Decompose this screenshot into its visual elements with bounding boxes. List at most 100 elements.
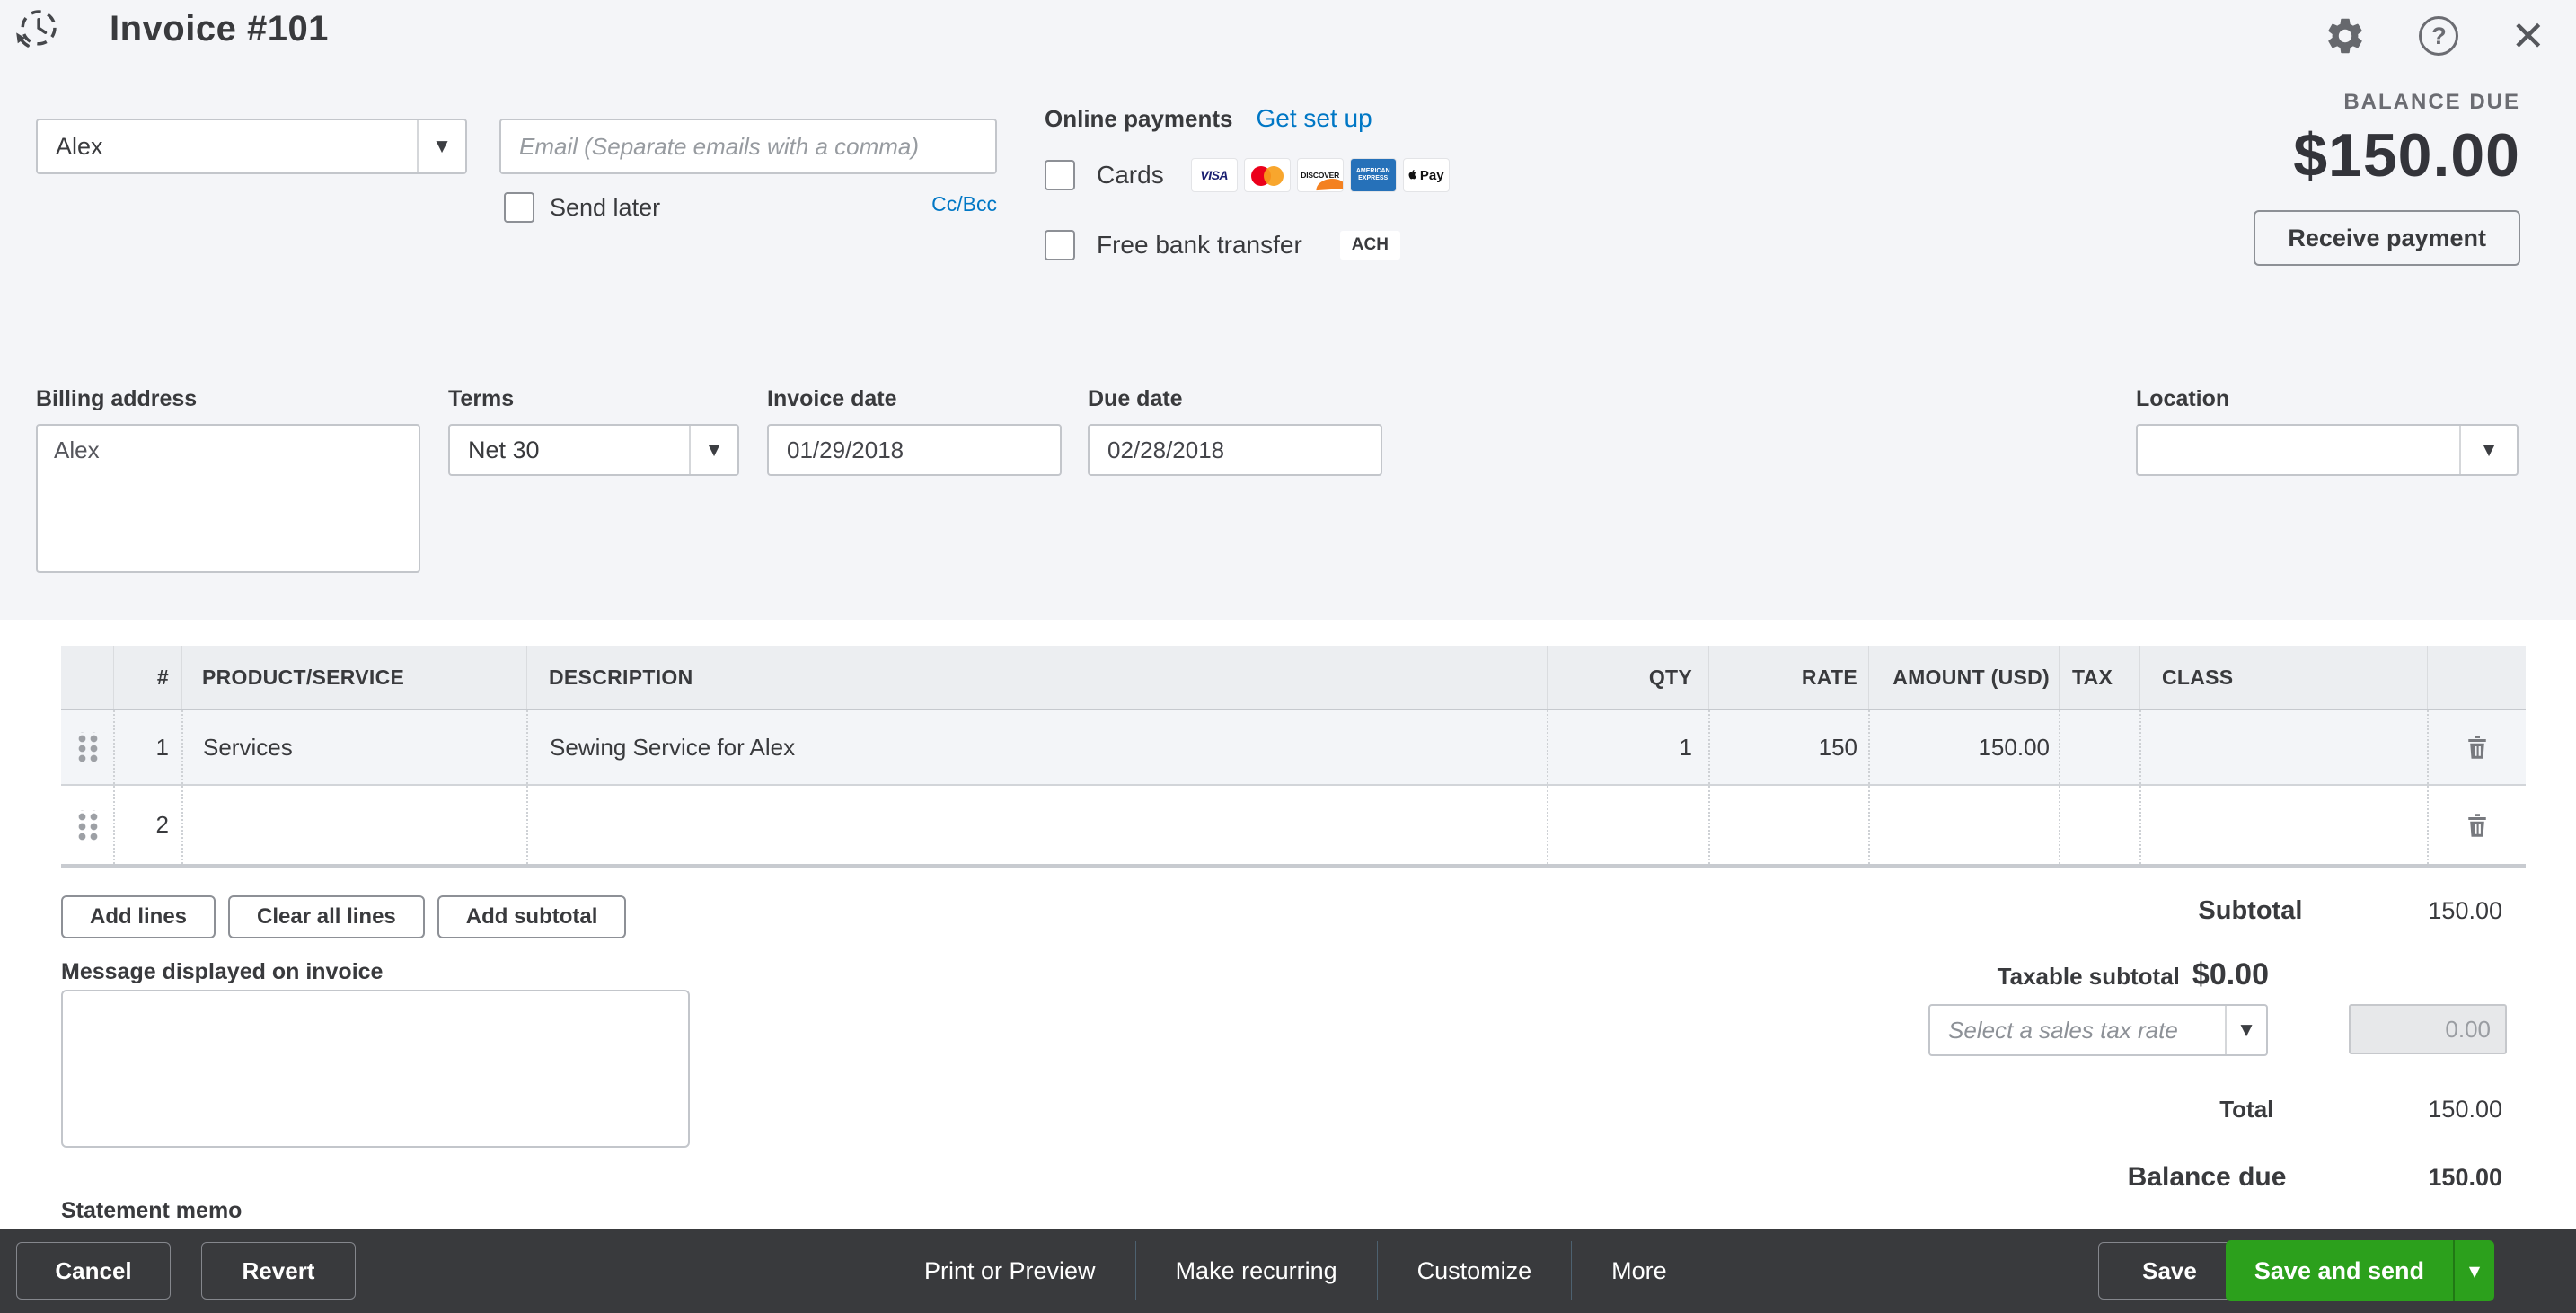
amount-cell[interactable]: 150.00: [1868, 710, 2059, 784]
balance-due-label: BALANCE DUE: [2343, 90, 2520, 114]
gear-icon[interactable]: [2324, 14, 2367, 57]
cancel-button[interactable]: Cancel: [16, 1242, 171, 1300]
product-cell[interactable]: [181, 786, 526, 864]
make-recurring-button[interactable]: Make recurring: [1175, 1256, 1337, 1284]
customer-select-caret[interactable]: ▼: [417, 120, 465, 172]
free-bank-transfer-checkbox[interactable]: [1045, 230, 1075, 260]
send-later-checkbox[interactable]: [504, 192, 534, 223]
row-drag-handle[interactable]: [61, 786, 113, 864]
terms-select[interactable]: Net 30 ▼: [448, 424, 739, 476]
customize-button[interactable]: Customize: [1416, 1256, 1532, 1284]
description-cell[interactable]: [526, 786, 1547, 864]
get-set-up-link[interactable]: Get set up: [1256, 104, 1372, 132]
chevron-down-icon: ▼: [2468, 1262, 2481, 1280]
audit-history-icon[interactable]: [14, 5, 61, 52]
header-drag-column: [61, 646, 113, 709]
header-tax: TAX: [2059, 646, 2139, 709]
invoice-message-input[interactable]: [61, 990, 690, 1148]
amex-card-icon: AMERICAN EXPRESS: [1349, 158, 1397, 192]
terms-label: Terms: [448, 386, 515, 411]
add-lines-button[interactable]: Add lines: [61, 895, 216, 938]
cards-checkbox[interactable]: [1045, 160, 1075, 190]
class-cell[interactable]: [2139, 786, 2427, 864]
qty-cell[interactable]: 1: [1547, 710, 1708, 784]
save-and-send-dropdown[interactable]: ▼: [2453, 1240, 2494, 1301]
apple-pay-card-icon: Pay: [1402, 158, 1450, 192]
total-value: 150.00: [2428, 1096, 2502, 1123]
send-later-label: Send later: [550, 193, 661, 221]
add-subtotal-button[interactable]: Add subtotal: [437, 895, 627, 938]
billing-address-input[interactable]: Alex: [36, 424, 420, 573]
free-bank-transfer-label: Free bank transfer: [1097, 231, 1302, 259]
subtotal-label: Subtotal: [2198, 896, 2303, 925]
help-icon[interactable]: ?: [2419, 16, 2459, 56]
row-drag-handle[interactable]: [61, 710, 113, 784]
sales-tax-select[interactable]: Select a sales tax rate ▼: [1928, 1004, 2268, 1056]
billing-address-label: Billing address: [36, 386, 198, 411]
mastercard-card-icon: [1243, 158, 1291, 192]
delete-line-icon[interactable]: [2461, 809, 2493, 842]
delete-line-icon[interactable]: [2461, 731, 2493, 763]
chevron-down-icon: ▼: [436, 137, 448, 155]
drag-handle-icon: [75, 732, 100, 762]
page-title: Invoice #101: [110, 8, 329, 48]
card-logos: VISA DISCOVER AMERICAN EXPRESS Pay: [1190, 158, 1450, 192]
taxable-subtotal-value: $0.00: [2192, 957, 2269, 991]
footer-divider: [1134, 1241, 1136, 1300]
class-cell[interactable]: [2139, 710, 2427, 784]
amount-cell[interactable]: [1868, 786, 2059, 864]
product-cell[interactable]: Services: [181, 710, 526, 784]
online-payments-label: Online payments: [1045, 105, 1233, 132]
location-select-value: [2138, 426, 2459, 474]
due-date-label: Due date: [1088, 386, 1183, 411]
location-select[interactable]: ▼: [2136, 424, 2519, 476]
location-select-caret[interactable]: ▼: [2459, 426, 2517, 474]
invoice-date-label: Invoice date: [767, 386, 897, 411]
tax-cell[interactable]: [2059, 710, 2139, 784]
footer-divider: [1376, 1241, 1378, 1300]
more-button[interactable]: More: [1611, 1256, 1667, 1284]
terms-select-caret[interactable]: ▼: [689, 426, 737, 474]
save-button[interactable]: Save: [2098, 1242, 2241, 1300]
invoice-date-input[interactable]: [767, 424, 1062, 476]
header-qty: QTY: [1547, 646, 1708, 709]
save-and-send-split-button[interactable]: Save and send ▼: [2225, 1240, 2494, 1301]
cc-bcc-link[interactable]: Cc/Bcc: [931, 192, 997, 216]
table-row[interactable]: 2: [61, 786, 2526, 868]
visa-card-icon: VISA: [1190, 158, 1238, 192]
row-number: 1: [113, 710, 181, 784]
balance-due-row-value: 150.00: [2428, 1164, 2502, 1191]
invoice-form-header-section: Invoice #101 ? ✕ Alex ▼ Send later Cc/Bc…: [0, 0, 2576, 620]
header-description: DESCRIPTION: [526, 646, 1547, 709]
tax-amount-field: 0.00: [2349, 1004, 2507, 1054]
line-items-table: # PRODUCT/SERVICE DESCRIPTION QTY RATE A…: [61, 646, 2526, 868]
rate-cell[interactable]: 150: [1708, 710, 1868, 784]
close-icon[interactable]: ✕: [2510, 12, 2545, 60]
table-row[interactable]: 1 Services Sewing Service for Alex 1 150…: [61, 710, 2526, 786]
qty-cell[interactable]: [1547, 786, 1708, 864]
row-number: 2: [113, 786, 181, 864]
statement-memo-label: Statement memo: [61, 1198, 243, 1223]
invoice-message-label: Message displayed on invoice: [61, 959, 384, 984]
discover-card-icon: DISCOVER: [1296, 158, 1344, 192]
rate-cell[interactable]: [1708, 786, 1868, 864]
sales-tax-placeholder: Select a sales tax rate: [1948, 1016, 2178, 1044]
print-or-preview-button[interactable]: Print or Preview: [924, 1256, 1096, 1284]
clear-all-lines-button[interactable]: Clear all lines: [228, 895, 425, 938]
chevron-down-icon: ▼: [708, 441, 720, 459]
balance-due-amount: $150.00: [2293, 121, 2520, 189]
customer-select[interactable]: Alex ▼: [36, 119, 467, 174]
receive-payment-button[interactable]: Receive payment: [2254, 210, 2520, 266]
save-and-send-button[interactable]: Save and send: [2225, 1240, 2453, 1301]
due-date-input[interactable]: [1088, 424, 1382, 476]
subtotal-value: 150.00: [2428, 897, 2502, 924]
revert-button[interactable]: Revert: [201, 1242, 356, 1300]
description-cell[interactable]: Sewing Service for Alex: [526, 710, 1547, 784]
header-amount: AMOUNT (USD): [1868, 646, 2059, 709]
total-label: Total: [2219, 1096, 2274, 1123]
tax-cell[interactable]: [2059, 786, 2139, 864]
chevron-down-icon: ▼: [2483, 441, 2495, 459]
chevron-down-icon: ▼: [2240, 1021, 2253, 1039]
sales-tax-select-caret[interactable]: ▼: [2225, 1006, 2266, 1054]
email-input[interactable]: [499, 119, 997, 174]
